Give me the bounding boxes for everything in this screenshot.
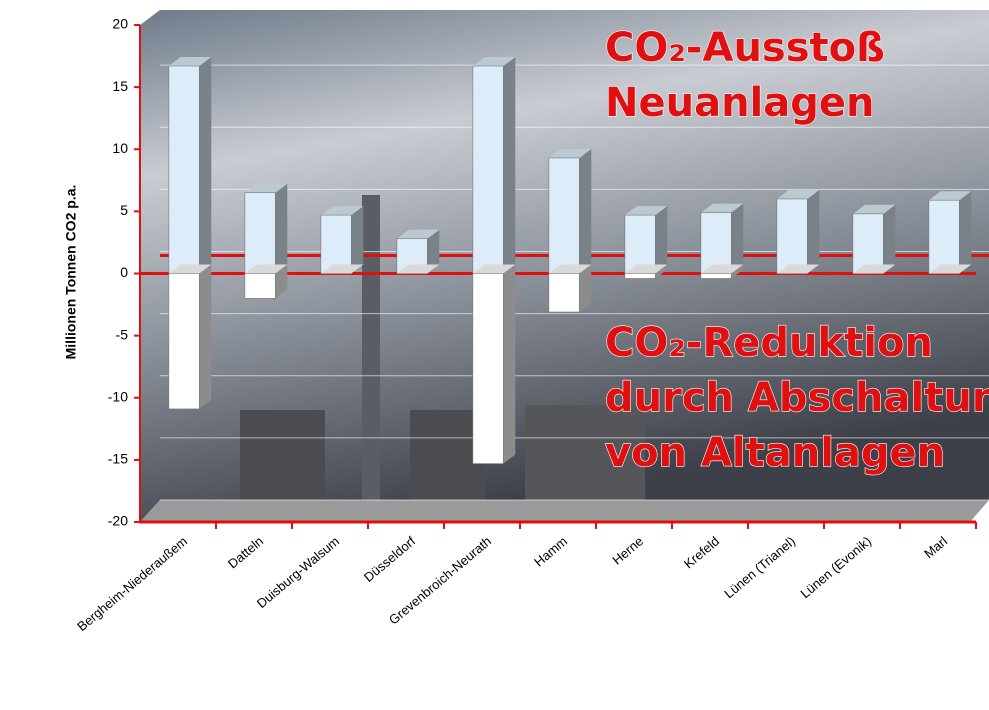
floor [140,500,989,522]
y-axis-title: Millionen Tonnen CO2 p.a. [63,185,79,360]
bar [852,213,884,274]
bar-side [427,229,440,274]
bar-top [320,206,364,216]
bar-side [731,203,744,274]
x-tick-label: Krefeld [681,533,722,571]
x-tick-label: Hamm [531,533,570,569]
annotation: von Altanlagen [605,430,945,476]
bar [168,273,200,410]
annotation: Neuanlagen [605,80,875,126]
bar-side [655,264,668,279]
cooling-tower [410,410,485,500]
bar [928,199,960,274]
bar-side [655,206,668,274]
bar-side [351,206,364,274]
y-tick-label: 20 [112,16,128,32]
bar [472,65,504,274]
annotation: durch Abschaltung [605,375,989,421]
bar-top [852,204,896,214]
y-tick-label: -10 [108,388,128,404]
bar-side [959,191,972,274]
bar-top [776,264,820,274]
bar-top [700,203,744,213]
y-tick-label: -15 [108,451,128,467]
bar-side [503,264,516,464]
bar-top [928,191,972,201]
bar [168,65,200,274]
y-tick-label: -5 [116,326,129,342]
y-tick-label: 15 [112,78,128,94]
annotation: CO₂-Ausstoß [605,25,885,71]
x-tick-label: Bergheim-Niederaußem [74,533,190,634]
bar [700,273,732,279]
bar-top [776,189,820,199]
bar [244,273,276,299]
bar-side [579,148,592,274]
bar-top [852,264,896,274]
bar [700,212,732,274]
x-tick-label: Düsseldorf [361,533,419,585]
bar-top [624,206,668,216]
bar-top [548,148,592,158]
bar-side [579,264,592,313]
annotation: CO₂-Reduktion [605,320,933,366]
bar [776,198,808,274]
x-tick-label: Duisburg-Walsum [254,533,342,611]
bar-side [275,264,288,299]
bar-top [700,264,744,274]
y-tick-label: 10 [112,140,128,156]
bar-top [624,264,668,274]
bar-top [396,229,440,239]
bar-top [244,183,288,193]
bar-top [472,264,516,274]
bar-top [168,264,212,274]
cooling-tower [525,405,645,500]
bar-top [548,264,592,274]
bar [624,273,656,279]
chimney [362,195,380,500]
bar [548,273,580,313]
bar [244,192,276,274]
y-tick-label: 0 [120,264,128,280]
y-tick-label: 5 [120,202,128,218]
bar-top [320,264,364,274]
bar-top [168,57,212,67]
x-tick-label: Datteln [225,533,266,571]
x-tick-label: Lünen (Trianel) [721,533,798,601]
x-tick-label: Herne [609,533,646,567]
bar-top [244,264,288,274]
bar-side [883,204,896,274]
bar [472,273,504,464]
bar-side [199,57,212,274]
bar [548,157,580,274]
x-tick-label: Lünen (Evonik) [798,533,875,601]
cooling-tower [240,410,325,500]
bar-top [928,264,972,274]
y-tick-label: -20 [108,513,128,529]
bar-side [275,183,288,274]
bar-side [731,264,744,279]
bar-side [503,57,516,274]
bar-side [807,189,820,274]
x-tick-label: Marl [921,533,950,561]
bar-side [199,264,212,409]
bar-top [472,57,516,67]
bar [320,214,352,274]
bar-top [396,264,440,274]
